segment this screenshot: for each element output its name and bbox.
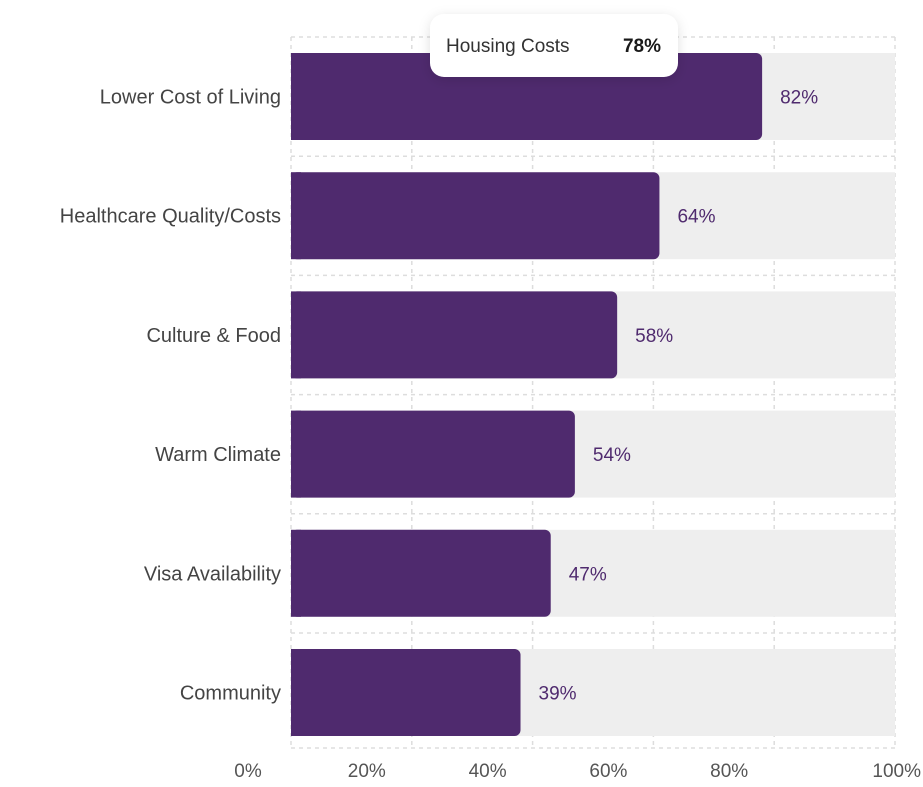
bar[interactable] [291, 529, 551, 617]
category-label: Visa Availability [144, 563, 281, 585]
value-label: 58% [635, 326, 673, 347]
category-label: Healthcare Quality/Costs [60, 206, 281, 228]
value-label: 39% [539, 684, 577, 705]
x-tick-label: 20% [348, 761, 386, 782]
tooltip-value: 78% [623, 36, 661, 57]
gridlines [290, 36, 896, 749]
category-label: Warm Climate [155, 444, 281, 466]
bar[interactable] [291, 291, 618, 379]
tooltip-box [430, 14, 678, 77]
x-tick-label: 100% [872, 761, 921, 782]
x-tick-label: 0% [234, 761, 262, 782]
bar[interactable] [291, 649, 521, 736]
x-axis-ticks: 0% 20% 40% 60% 80% 100% [234, 761, 921, 782]
value-label: 54% [593, 445, 631, 466]
bar-left-edge [291, 410, 301, 498]
bar-left-edge [291, 172, 301, 260]
bar[interactable] [291, 172, 660, 260]
bar-left-edge [291, 649, 301, 736]
tooltip-category: Housing Costs [446, 36, 570, 57]
value-labels: 82% 64% 58% 54% 47% 39% [539, 88, 819, 705]
x-tick-label: 40% [469, 761, 507, 782]
bar-left-edge [291, 53, 301, 140]
category-label: Community [180, 683, 281, 705]
value-label: 82% [780, 88, 818, 109]
tooltip [430, 14, 678, 77]
value-label: 64% [677, 207, 715, 228]
x-tick-label: 80% [710, 761, 748, 782]
bar[interactable] [291, 410, 575, 498]
value-label: 47% [569, 564, 607, 585]
x-tick-label: 60% [589, 761, 627, 782]
category-labels: Lower Cost of Living Healthcare Quality/C… [60, 87, 281, 705]
bar-left-edge [291, 291, 301, 379]
bar-left-edge [291, 529, 301, 617]
category-label: Lower Cost of Living [100, 87, 281, 109]
category-label: Culture & Food [146, 325, 281, 347]
